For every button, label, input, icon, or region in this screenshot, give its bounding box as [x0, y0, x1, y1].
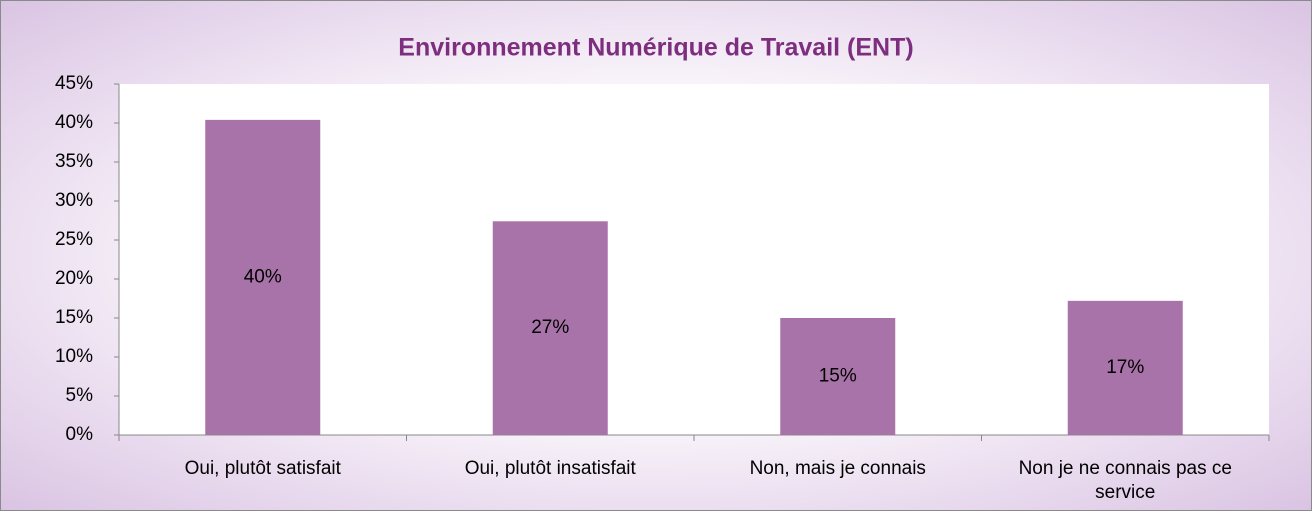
data-label: 40%	[244, 266, 282, 287]
y-tick-label: 15%	[55, 307, 93, 328]
bar	[1067, 300, 1183, 435]
y-tick-label: 20%	[55, 268, 93, 289]
data-label: 27%	[531, 317, 569, 338]
y-tick-label: 25%	[55, 229, 93, 250]
x-tick-label: Oui, plutôt insatisfait	[464, 458, 636, 479]
chart-title: Environnement Numérique de Travail (ENT)	[398, 34, 913, 62]
y-tick-label: 0%	[66, 424, 94, 445]
x-tick-label: Non, mais je connais	[749, 458, 926, 479]
x-tick-label: Non je ne connais pas ce service	[1018, 458, 1232, 503]
y-tick-label: 5%	[66, 385, 94, 406]
data-label: 15%	[819, 366, 857, 387]
y-tick-label: 10%	[55, 346, 93, 367]
bar	[205, 119, 321, 435]
y-tick-label: 30%	[55, 190, 93, 211]
y-tick-label: 35%	[55, 151, 93, 172]
data-label: 17%	[1106, 357, 1144, 378]
y-tick-label: 40%	[55, 112, 93, 133]
x-tick-label: Oui, plutôt satisfait	[184, 458, 341, 479]
y-tick-label: 45%	[55, 73, 93, 94]
bar	[492, 221, 608, 435]
bar	[780, 318, 896, 435]
